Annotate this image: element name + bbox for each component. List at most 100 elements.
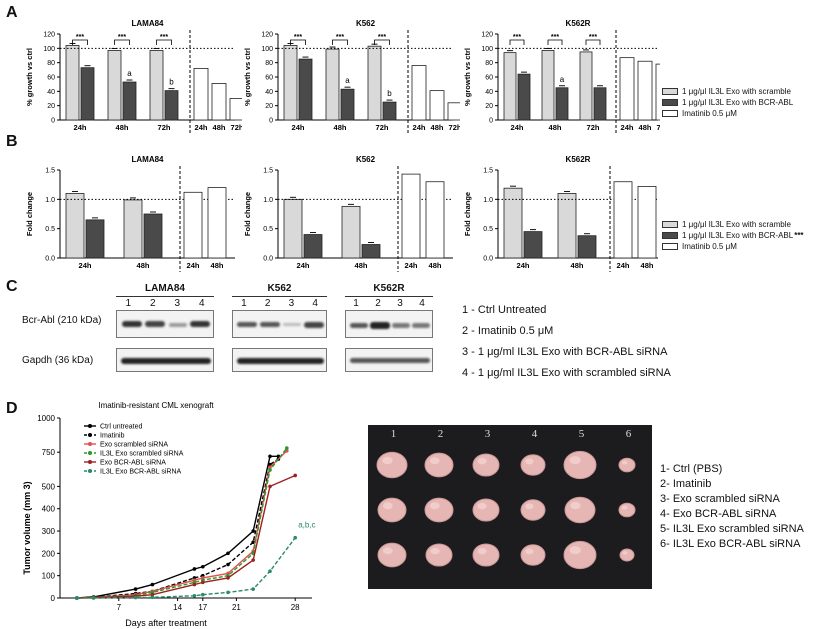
significance-letter: a: [560, 75, 565, 84]
data-point: [133, 595, 138, 600]
band: [283, 323, 301, 326]
blot-title-rule: [345, 296, 433, 297]
significance-bracket: [114, 39, 130, 45]
chart-a-lama84: LAMA84 0 20 40 60 80 100 120 % growth vs ctrl 24h…: [25, 19, 242, 134]
data-point: [192, 582, 197, 587]
legend-significance: ***: [794, 231, 804, 240]
blot-title-rule: [232, 296, 327, 297]
tumor-highlight: [477, 457, 487, 465]
bar: [593, 87, 607, 121]
blot-title-k562: K562: [267, 283, 292, 294]
lane-number: 4: [419, 298, 425, 309]
bar: [555, 87, 569, 121]
data-point: [201, 580, 205, 585]
lane-key: 1 - Ctrl Untreated 2 - Imatinib 0.5 μM 3…: [462, 300, 671, 384]
tumor: [564, 496, 596, 524]
bar: [637, 60, 653, 121]
tumor: [424, 452, 454, 478]
bar: [401, 173, 421, 259]
tumor: [520, 544, 546, 566]
band: [392, 323, 410, 328]
x-tick-label: 72h: [587, 123, 600, 132]
chart-title: K562R: [566, 19, 591, 28]
data-point: [226, 576, 230, 580]
lane-number: 3: [174, 298, 181, 309]
data-point: [293, 473, 298, 478]
lane-numbers-k562r: 1 2 3 4: [345, 298, 433, 309]
band: [190, 321, 210, 327]
y-tick-label: 60: [265, 75, 273, 82]
x-tick-label: 48h: [213, 123, 226, 132]
lane-number: 2: [149, 298, 156, 309]
lane-number: 3: [397, 298, 403, 309]
row-label-bcr-abl: Bcr-Abl (210 kDa): [22, 315, 102, 326]
significance-bracket: [585, 39, 601, 45]
x-tick-label: 48h: [549, 123, 562, 132]
photo-key-item: 1- Ctrl (PBS): [660, 463, 723, 475]
y-tick-label: 1.5: [483, 168, 493, 175]
significance-label: ***: [160, 34, 168, 41]
band: [370, 322, 390, 329]
bar: [447, 102, 460, 121]
tumor-highlight: [430, 547, 440, 555]
photo-column-label: 1: [390, 428, 397, 440]
x-tick-label: 72h: [231, 123, 242, 132]
blot-bcr-k562r: [345, 310, 433, 338]
photo-column-label: 6: [625, 428, 632, 440]
data-point: [91, 596, 96, 600]
bar: [229, 98, 242, 121]
y-axis-label: Fold change: [463, 192, 472, 236]
significance-bracket: [290, 39, 306, 45]
x-tick-label: 24h: [621, 123, 634, 132]
band: [237, 358, 324, 364]
lane-key-item: 3 - 1 μg/ml IL3L Exo with BCR-ABL siRNA: [462, 346, 668, 358]
legend-label: 1 μg/μl IL3L Exo with BCR-ABL: [682, 98, 794, 107]
lane-numbers-k562: 1 2 3 4: [232, 298, 327, 309]
x-tick-label: 24h: [517, 261, 530, 270]
y-tick-label: 20: [485, 103, 493, 110]
legend-item-scramble: 1 μg/μl IL3L Exo with scramble: [662, 86, 793, 97]
significance-label: ***: [551, 34, 559, 41]
y-tick-label: 0: [51, 118, 55, 125]
legend-a: 1 μg/μl IL3L Exo with scramble 1 μg/μl I…: [662, 86, 793, 119]
legend-label: Ctrl untreated: [100, 424, 143, 431]
legend-label: IL3L Exo scrambled siRNA: [100, 451, 184, 458]
chart-title: LAMA84: [131, 19, 164, 28]
x-tick-label: 48h: [137, 261, 150, 270]
y-axis-label: % growth vs ctrl: [25, 48, 34, 106]
legend-marker: [88, 424, 92, 428]
y-tick-label: 100: [481, 46, 493, 53]
x-tick-label: 7: [117, 603, 122, 612]
bar: [637, 186, 657, 259]
tumor-highlight: [569, 456, 581, 465]
photo-key-item: 2- Imatinib: [660, 478, 712, 490]
tumor: [520, 499, 546, 521]
tumor-highlight: [525, 548, 534, 555]
y-tick-label: 0.5: [263, 226, 273, 233]
series-line: [76, 474, 296, 599]
y-tick-label: 60: [47, 75, 55, 82]
x-tick-label: 48h: [355, 261, 368, 270]
legend-swatch: [662, 221, 678, 228]
series-line: [76, 455, 279, 599]
lane-key-item: 1 - Ctrl Untreated: [462, 304, 547, 316]
tumor-highlight: [570, 501, 581, 510]
x-tick-label: 48h: [641, 261, 654, 270]
bar: [143, 213, 163, 259]
bar: [207, 187, 227, 259]
band: [169, 323, 187, 327]
tumor: [376, 451, 408, 479]
bar: [340, 88, 355, 121]
tumor: [563, 450, 597, 480]
x-tick-label: 24h: [195, 123, 208, 132]
legend-item-scramble: 1 μg/μl IL3L Exo with scramble: [662, 219, 804, 230]
y-axis-label: Fold change: [243, 192, 252, 236]
lane-number: 2: [375, 298, 381, 309]
y-tick-label: 400: [42, 505, 56, 514]
significance-label: ***: [336, 34, 344, 41]
chart-title: K562: [356, 19, 376, 28]
bar: [361, 244, 381, 259]
x-tick-label: 24h: [413, 123, 426, 132]
lane-number: 4: [312, 298, 318, 309]
tumor: [472, 453, 500, 477]
